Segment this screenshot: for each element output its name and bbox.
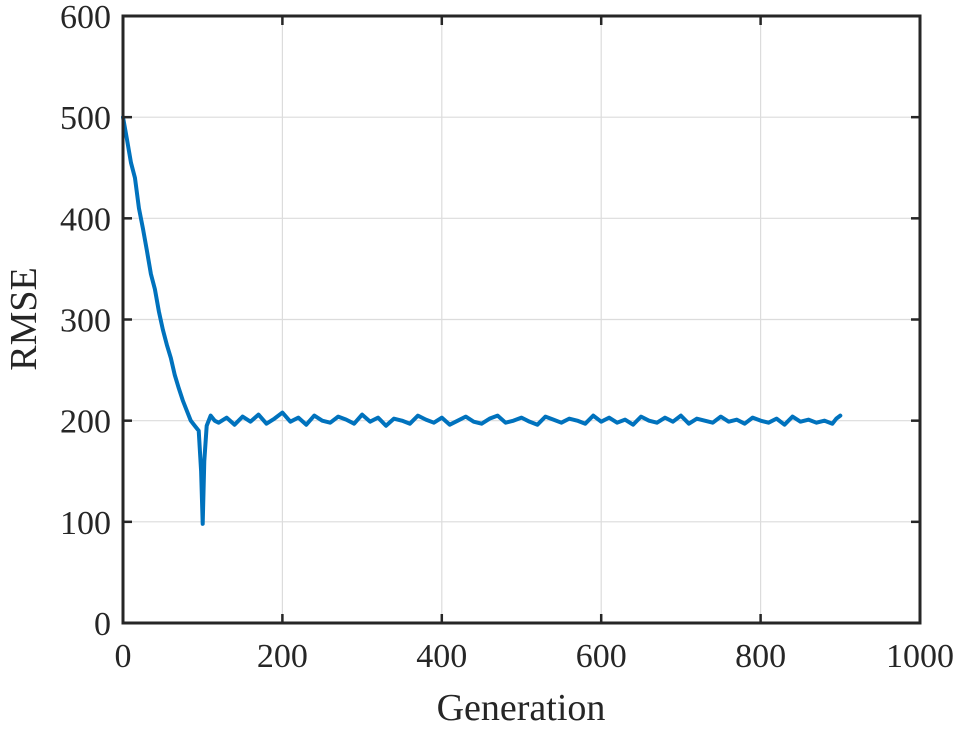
- y-tick-label: 600: [60, 0, 111, 36]
- x-tick-label: 600: [576, 638, 627, 675]
- y-tick-label: 0: [94, 606, 111, 643]
- x-tick-label: 800: [735, 638, 786, 675]
- x-tick-label: 200: [257, 638, 308, 675]
- y-tick-label: 200: [60, 404, 111, 441]
- y-axis-label: RMSE: [3, 267, 45, 370]
- x-tick-label: 0: [115, 638, 132, 675]
- series-layer: [121, 115, 843, 526]
- ticks: 0 200 400 600 800 1000 0 100 200 300 400 500 600: [60, 0, 954, 675]
- x-tick-label: 400: [416, 638, 467, 675]
- y-tick-label: 400: [60, 201, 111, 238]
- x-tick-label: 1000: [886, 638, 954, 675]
- y-tick-label: 500: [60, 100, 111, 137]
- x-axis-label: Generation: [437, 687, 606, 725]
- y-tick-label: 300: [60, 303, 111, 340]
- y-tick-label: 100: [60, 505, 111, 542]
- series-line-0: [121, 115, 843, 526]
